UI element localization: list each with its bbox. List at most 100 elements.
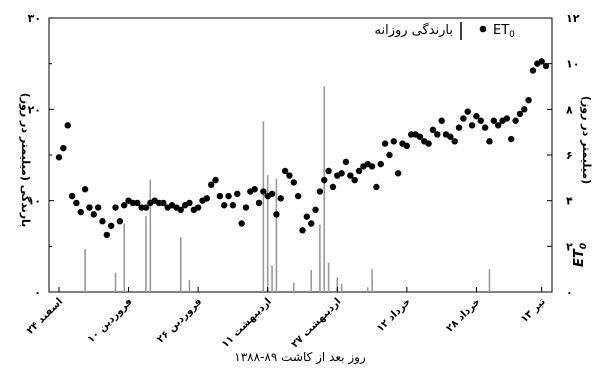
x-tick-label: ۲۶ فروردین <box>155 296 204 345</box>
left-tick-label: ۲۰ <box>28 103 41 116</box>
x-tick-label: ۱۰ فروردین <box>86 296 135 345</box>
x-tick-label: ۲۷ اردیبهشت <box>290 296 344 350</box>
et0-point <box>403 142 411 150</box>
et0-point <box>286 172 293 179</box>
et0-point <box>112 204 119 211</box>
right-axis-unit-title: (میلیمتر در روز) <box>580 96 593 184</box>
et0-point <box>516 110 524 118</box>
et0-point <box>212 176 219 184</box>
et0-point <box>207 181 215 188</box>
et0-point <box>464 108 471 115</box>
et0-point <box>225 192 232 200</box>
et0-point <box>347 172 354 179</box>
right-tick-label: ۱۰ <box>566 58 579 71</box>
left-tick-label: ۱۰ <box>28 195 41 208</box>
et0-point <box>307 220 315 227</box>
et0-point <box>538 58 545 65</box>
rainfall-bars <box>84 86 491 292</box>
et0-point <box>94 204 102 211</box>
et0-point <box>273 211 280 218</box>
et0-points <box>55 58 550 239</box>
et0-point <box>373 183 380 191</box>
et0-point <box>68 192 76 200</box>
et0-point <box>281 167 289 175</box>
et0-point <box>381 140 389 147</box>
et0-point <box>107 222 115 229</box>
et0-point <box>203 195 211 202</box>
et0-point <box>460 115 467 122</box>
x-axis-ticks: ۲۴ اسفند ۱۰ فروردین ۲۶ فروردین ۱۱ اردیبهشت ۲… <box>25 287 548 350</box>
legend-rain-label: بارندگی روزانه <box>375 22 454 38</box>
et0-point <box>455 124 463 131</box>
x-tick-label: ۱۳ تیر <box>519 296 548 325</box>
et0-point <box>86 204 93 211</box>
x-tick-label: ۲۸ خرداد <box>444 296 482 334</box>
et0-point <box>434 131 441 138</box>
et0-point <box>542 62 550 70</box>
et0-point <box>260 188 267 195</box>
et0-point <box>468 122 476 129</box>
et0-point <box>321 176 328 184</box>
et0-point <box>216 192 224 200</box>
legend-et0-marker <box>479 25 487 33</box>
et0-point <box>64 122 71 129</box>
et0-point <box>116 218 124 225</box>
et0-point <box>338 170 345 177</box>
et0-point <box>90 211 97 218</box>
et0-point <box>508 135 515 143</box>
x-axis-title: روز بعد از کاشت ۸۹-۱۳۸۸ <box>234 350 366 365</box>
et0-point <box>303 213 311 220</box>
et0-point <box>377 160 384 168</box>
et0-point <box>60 144 67 152</box>
et0-point <box>390 138 398 145</box>
et0-point <box>386 151 393 159</box>
legend-et0-sub: 0 <box>509 30 515 40</box>
et0-point <box>329 183 337 191</box>
right-axis-title-sub: 0 <box>579 243 589 249</box>
right-tick-label: ۱۲ <box>566 12 580 25</box>
et0-point <box>451 138 458 145</box>
right-tick-label: ۲ <box>566 240 573 253</box>
et0-point <box>529 67 537 74</box>
et0-point <box>368 163 376 170</box>
et0-point <box>99 218 106 225</box>
et0-point <box>312 206 319 213</box>
et0-point <box>494 122 502 129</box>
et0-point <box>429 126 437 134</box>
et0-point <box>525 97 532 104</box>
left-axis-title: بارندگی (میلیمتر در روز) <box>19 93 32 228</box>
left-axis-ticks: ۰ ۱۰ ۲۰ ۳۰ <box>28 12 54 299</box>
et0-point <box>355 167 363 175</box>
et0-point <box>81 186 89 193</box>
et0-point <box>77 208 84 216</box>
et0-point <box>160 199 167 207</box>
et0-point <box>342 158 350 166</box>
right-axis-title-et: ET <box>572 248 587 267</box>
et0-point <box>394 170 402 177</box>
right-tick-label: ۶ <box>566 149 573 162</box>
et0-point <box>512 117 519 124</box>
et0-point <box>229 202 237 209</box>
x-tick-label: ۱۱ اردیبهشت <box>220 296 274 350</box>
et0-point <box>521 106 528 113</box>
et0-point <box>194 204 202 211</box>
et0-point <box>447 133 454 140</box>
et0-point <box>268 190 276 198</box>
et0-point <box>251 186 258 193</box>
et0-point <box>486 138 493 145</box>
et0-point <box>290 179 298 186</box>
et0-point <box>55 154 63 161</box>
right-tick-label: ۴ <box>566 195 573 208</box>
et0-point <box>73 199 80 207</box>
et0-point <box>255 199 263 207</box>
et0-point <box>299 227 306 234</box>
et0-point <box>186 199 193 207</box>
et0-point <box>238 220 245 227</box>
right-tick-label: ۸ <box>566 103 573 116</box>
et0-point <box>503 115 511 122</box>
et0-point <box>242 204 250 211</box>
et0-point <box>177 206 184 213</box>
et0-point <box>473 112 480 120</box>
et0-point <box>221 202 228 209</box>
